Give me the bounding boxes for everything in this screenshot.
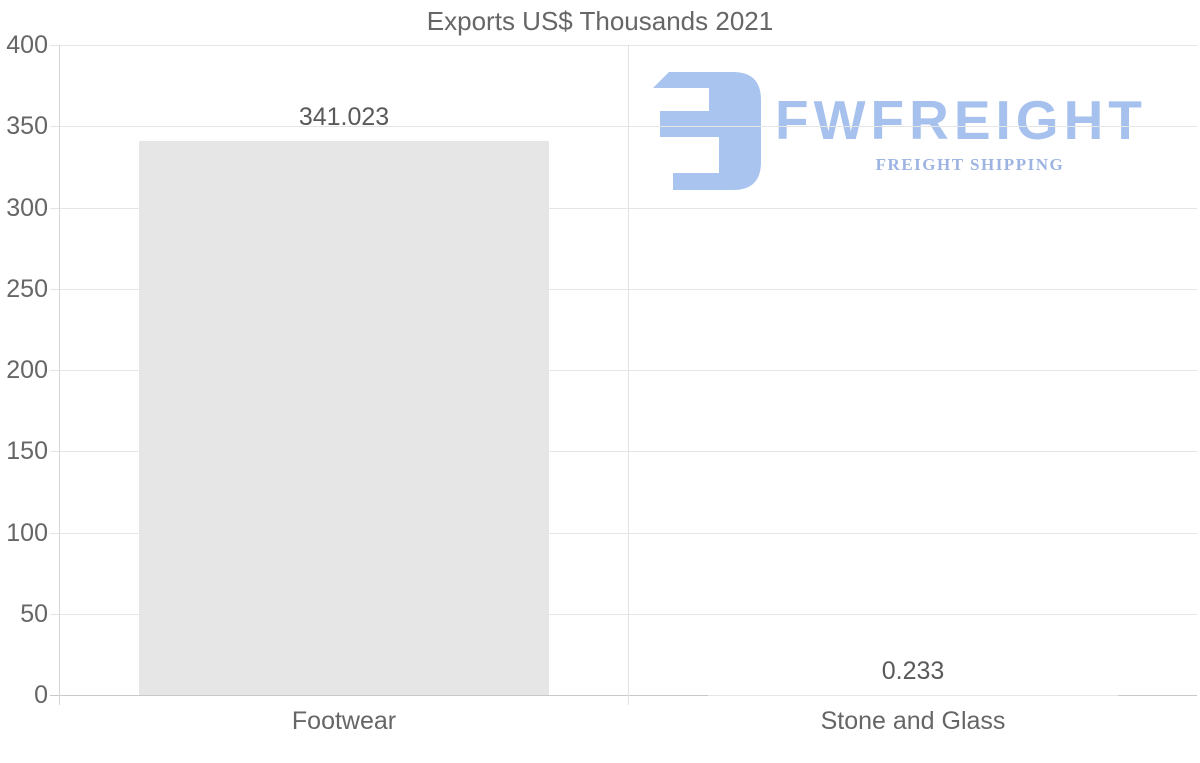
bar-value-label: 0.233 xyxy=(881,657,945,685)
y-axis-tick-label: 0 xyxy=(34,681,48,709)
y-axis-tick-label: 200 xyxy=(6,356,48,384)
bar-value-label: 341.023 xyxy=(298,103,390,131)
y-axis-tick-label: 350 xyxy=(6,112,48,140)
y-gridline xyxy=(50,126,1197,127)
y-gridline xyxy=(50,614,1197,615)
x-axis-category-label: Footwear xyxy=(291,707,397,735)
fwfreight-monogram-icon xyxy=(653,72,761,190)
y-axis-line xyxy=(59,45,60,705)
x-axis-category-label: Stone and Glass xyxy=(820,707,1006,735)
y-gridline xyxy=(50,208,1197,209)
y-axis-tick-label: 300 xyxy=(6,194,48,222)
y-axis-tick-label: 150 xyxy=(6,437,48,465)
y-gridline xyxy=(50,370,1197,371)
y-gridline xyxy=(50,533,1197,534)
logo-brand-text: FWFREIGHT xyxy=(775,89,1147,151)
y-axis-tick-label: 250 xyxy=(6,275,48,303)
logo-tagline-text: FREIGHT SHIPPING xyxy=(875,155,1065,174)
chart-title: Exports US$ Thousands 2021 xyxy=(426,6,774,36)
y-gridline xyxy=(50,45,1197,46)
y-axis-tick-label: 100 xyxy=(6,519,48,547)
y-axis-tick-label: 50 xyxy=(20,600,48,628)
fwfreight-logo[interactable]: FWFREIGHT FREIGHT SHIPPING xyxy=(648,72,1147,190)
category-boundary-gridline xyxy=(628,45,629,705)
logo-text-block: FWFREIGHT FREIGHT SHIPPING xyxy=(775,72,1147,175)
y-gridline xyxy=(50,289,1197,290)
y-axis-tick-label: 400 xyxy=(6,31,48,59)
x-axis-baseline xyxy=(50,695,1197,696)
bar-footwear[interactable] xyxy=(139,140,549,695)
y-gridline xyxy=(50,451,1197,452)
